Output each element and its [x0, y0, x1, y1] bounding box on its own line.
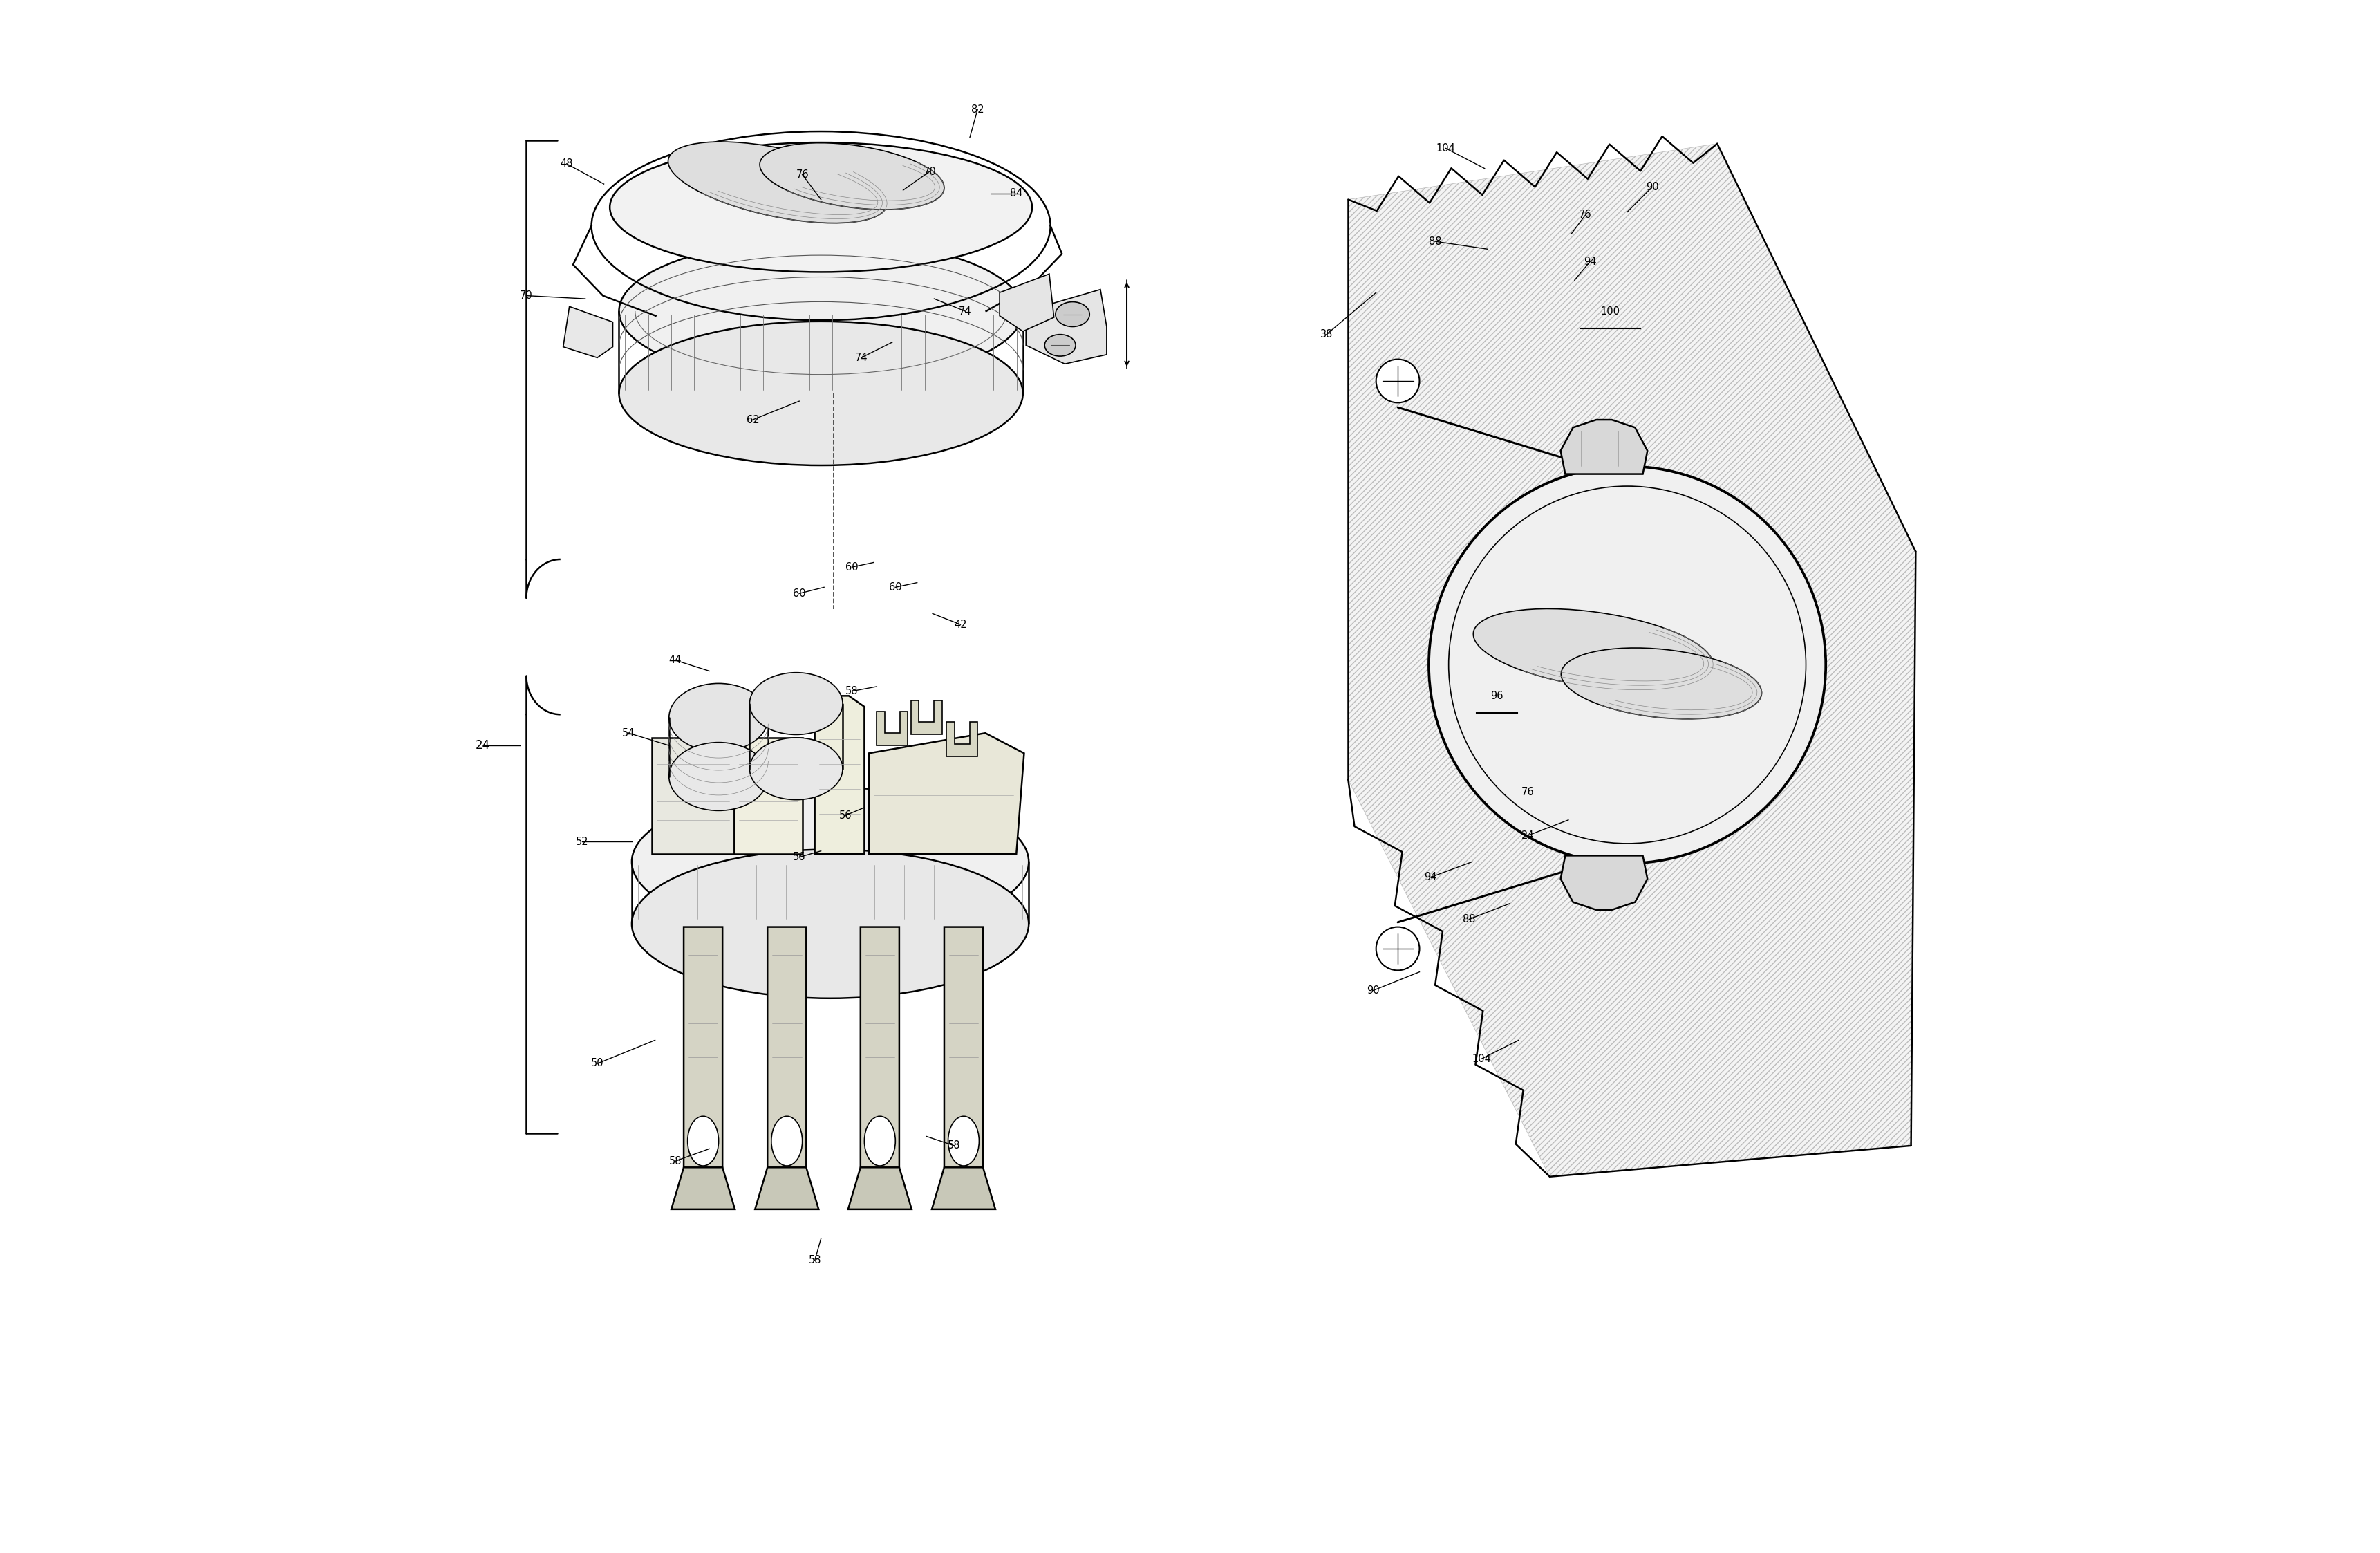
Polygon shape [933, 1168, 995, 1210]
Ellipse shape [619, 239, 1023, 384]
Polygon shape [766, 927, 807, 1191]
Text: 94: 94 [1423, 873, 1438, 882]
Ellipse shape [771, 1117, 802, 1166]
Polygon shape [683, 927, 724, 1191]
Ellipse shape [688, 1117, 719, 1166]
Polygon shape [671, 1168, 735, 1210]
Polygon shape [947, 722, 978, 756]
Text: 58: 58 [669, 1155, 681, 1166]
Text: 90: 90 [1366, 985, 1380, 995]
Text: 56: 56 [793, 853, 807, 862]
Text: 70: 70 [519, 290, 533, 301]
Text: 48: 48 [559, 158, 574, 169]
Ellipse shape [669, 141, 888, 224]
Text: 96: 96 [1490, 691, 1504, 700]
Text: 76: 76 [795, 169, 809, 180]
Text: 24: 24 [1521, 831, 1535, 840]
Ellipse shape [947, 1117, 978, 1166]
Polygon shape [652, 738, 733, 854]
Text: 104: 104 [1471, 1053, 1492, 1064]
Ellipse shape [631, 849, 1028, 999]
Text: 84: 84 [1009, 188, 1023, 199]
Ellipse shape [1561, 648, 1761, 719]
Ellipse shape [1376, 927, 1418, 971]
Text: 54: 54 [621, 728, 635, 738]
Text: 60: 60 [793, 589, 807, 598]
Ellipse shape [1054, 301, 1090, 326]
Ellipse shape [759, 143, 945, 210]
Text: 58: 58 [845, 686, 859, 696]
Text: 90: 90 [1645, 182, 1659, 193]
Polygon shape [754, 1168, 819, 1210]
Polygon shape [669, 776, 769, 846]
Polygon shape [814, 696, 864, 854]
Ellipse shape [1428, 466, 1825, 863]
Text: 88: 88 [1428, 236, 1442, 247]
Polygon shape [1347, 144, 1916, 1177]
Text: 100: 100 [1599, 306, 1621, 317]
Text: 58: 58 [947, 1140, 962, 1151]
Ellipse shape [669, 742, 769, 811]
Polygon shape [564, 306, 612, 357]
Ellipse shape [619, 321, 1023, 466]
Text: 70: 70 [923, 166, 935, 177]
Text: 38: 38 [1321, 329, 1333, 340]
Ellipse shape [1376, 359, 1418, 402]
Ellipse shape [1473, 609, 1714, 690]
Ellipse shape [864, 1117, 895, 1166]
Polygon shape [1561, 419, 1647, 474]
Text: 74: 74 [959, 306, 971, 317]
Polygon shape [862, 927, 900, 1191]
Text: 76: 76 [1578, 210, 1592, 221]
Polygon shape [876, 711, 907, 745]
Polygon shape [869, 733, 1023, 854]
Ellipse shape [1045, 334, 1076, 356]
Polygon shape [1000, 273, 1054, 331]
Text: 24: 24 [476, 739, 490, 752]
Text: 60: 60 [845, 562, 859, 573]
Text: 76: 76 [1521, 787, 1535, 797]
Text: 104: 104 [1435, 143, 1457, 154]
Text: 52: 52 [576, 837, 588, 846]
Text: 56: 56 [840, 811, 852, 820]
Polygon shape [1347, 144, 1916, 1177]
Polygon shape [1561, 856, 1647, 910]
Polygon shape [912, 700, 942, 735]
Polygon shape [733, 738, 802, 854]
Text: 44: 44 [669, 655, 681, 665]
Ellipse shape [631, 787, 1028, 936]
Text: 42: 42 [954, 620, 966, 629]
Text: 60: 60 [890, 582, 902, 592]
Text: 82: 82 [971, 104, 983, 115]
Polygon shape [847, 1168, 912, 1210]
Ellipse shape [750, 738, 843, 800]
Text: 62: 62 [747, 415, 759, 426]
Ellipse shape [669, 683, 769, 752]
Ellipse shape [609, 143, 1033, 272]
Text: 50: 50 [590, 1058, 605, 1068]
Text: 74: 74 [854, 353, 869, 363]
Text: 94: 94 [1583, 256, 1597, 267]
Polygon shape [1026, 289, 1107, 363]
Ellipse shape [750, 672, 843, 735]
Polygon shape [945, 927, 983, 1191]
Text: 88: 88 [1464, 915, 1476, 924]
Text: 58: 58 [809, 1255, 821, 1266]
